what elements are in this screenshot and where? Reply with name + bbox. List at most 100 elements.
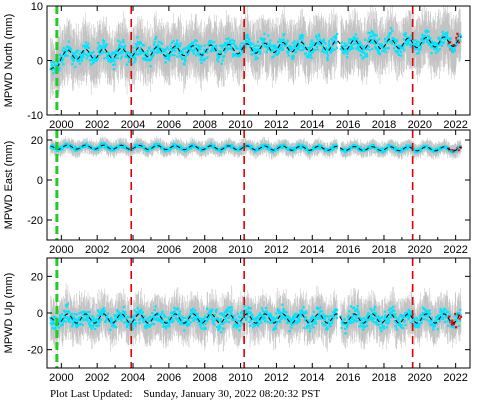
data-point — [166, 52, 169, 55]
data-point — [51, 322, 54, 325]
data-point — [450, 321, 453, 324]
data-point — [453, 49, 456, 52]
data-point — [402, 315, 405, 319]
data-point — [246, 36, 249, 40]
data-point — [277, 147, 281, 150]
data-point — [303, 44, 306, 47]
data-point — [312, 326, 315, 329]
data-point — [232, 42, 235, 45]
data-point — [291, 323, 294, 326]
data-point — [419, 316, 423, 319]
data-point — [385, 321, 388, 324]
data-point — [97, 311, 101, 314]
data-point — [371, 319, 374, 322]
data-point — [203, 327, 206, 330]
data-point — [69, 144, 72, 147]
data-point — [399, 44, 402, 48]
data-point — [310, 56, 313, 59]
data-point — [443, 36, 446, 39]
data-point — [200, 317, 203, 320]
data-point — [444, 37, 447, 41]
data-point — [410, 42, 413, 45]
data-point — [302, 306, 305, 309]
data-point — [159, 41, 162, 44]
data-point — [384, 148, 387, 151]
data-point — [137, 53, 140, 56]
data-point — [63, 55, 66, 58]
data-point — [169, 44, 172, 47]
data-point — [176, 39, 179, 42]
data-point — [400, 324, 403, 327]
data-point — [140, 143, 143, 146]
data-point — [119, 317, 122, 320]
data-point — [269, 321, 272, 324]
data-point — [184, 59, 187, 62]
data-point — [233, 39, 236, 43]
data-point — [187, 323, 191, 326]
data-point — [131, 56, 134, 59]
data-point — [323, 316, 326, 319]
data-point — [181, 57, 184, 60]
data-point — [67, 50, 70, 53]
y-tick-label: -10 — [27, 110, 43, 122]
data-point — [435, 47, 438, 50]
data-point — [97, 41, 100, 45]
data-point — [159, 51, 162, 54]
data-point — [105, 44, 108, 47]
data-point — [271, 320, 274, 323]
data-point — [260, 321, 263, 324]
data-point — [302, 34, 305, 37]
data-point — [124, 55, 127, 58]
data-point — [171, 317, 174, 321]
data-point — [294, 316, 297, 319]
data-point — [312, 310, 315, 313]
data-point — [94, 327, 97, 330]
data-point — [213, 323, 216, 326]
data-point — [86, 55, 89, 58]
data-point — [122, 316, 125, 320]
data-point — [341, 45, 344, 49]
data-point — [74, 318, 77, 321]
data-point — [346, 321, 349, 324]
data-point — [152, 54, 155, 57]
data-point — [93, 318, 96, 321]
data-point — [440, 44, 443, 47]
data-point — [58, 146, 61, 149]
data-point — [375, 322, 378, 325]
data-point — [250, 144, 253, 147]
data-point — [73, 316, 76, 319]
data-point — [156, 46, 159, 49]
data-point — [103, 309, 106, 313]
data-point — [296, 320, 299, 323]
data-point — [256, 321, 259, 324]
data-point — [360, 50, 363, 53]
data-point — [419, 48, 422, 51]
data-point — [272, 327, 275, 330]
data-point — [344, 332, 347, 335]
data-point — [245, 34, 248, 37]
data-point — [117, 146, 120, 149]
x-tick-label: 2022 — [443, 119, 467, 131]
data-point — [301, 315, 304, 318]
data-point — [388, 313, 392, 316]
data-point — [271, 151, 274, 154]
data-point — [152, 53, 155, 56]
data-point — [103, 146, 106, 149]
data-point — [123, 46, 126, 49]
data-point — [244, 143, 247, 146]
data-point — [75, 49, 78, 52]
data-point — [259, 37, 262, 40]
data-point — [404, 312, 407, 315]
data-point — [321, 40, 324, 43]
data-point — [429, 319, 433, 322]
data-point — [207, 146, 210, 149]
data-point — [139, 46, 142, 49]
data-point — [393, 43, 396, 46]
data-point — [174, 312, 177, 315]
data-point — [238, 316, 242, 319]
data-point — [357, 313, 360, 316]
data-point — [362, 322, 365, 326]
data-point — [163, 322, 166, 325]
data-point — [64, 52, 67, 55]
